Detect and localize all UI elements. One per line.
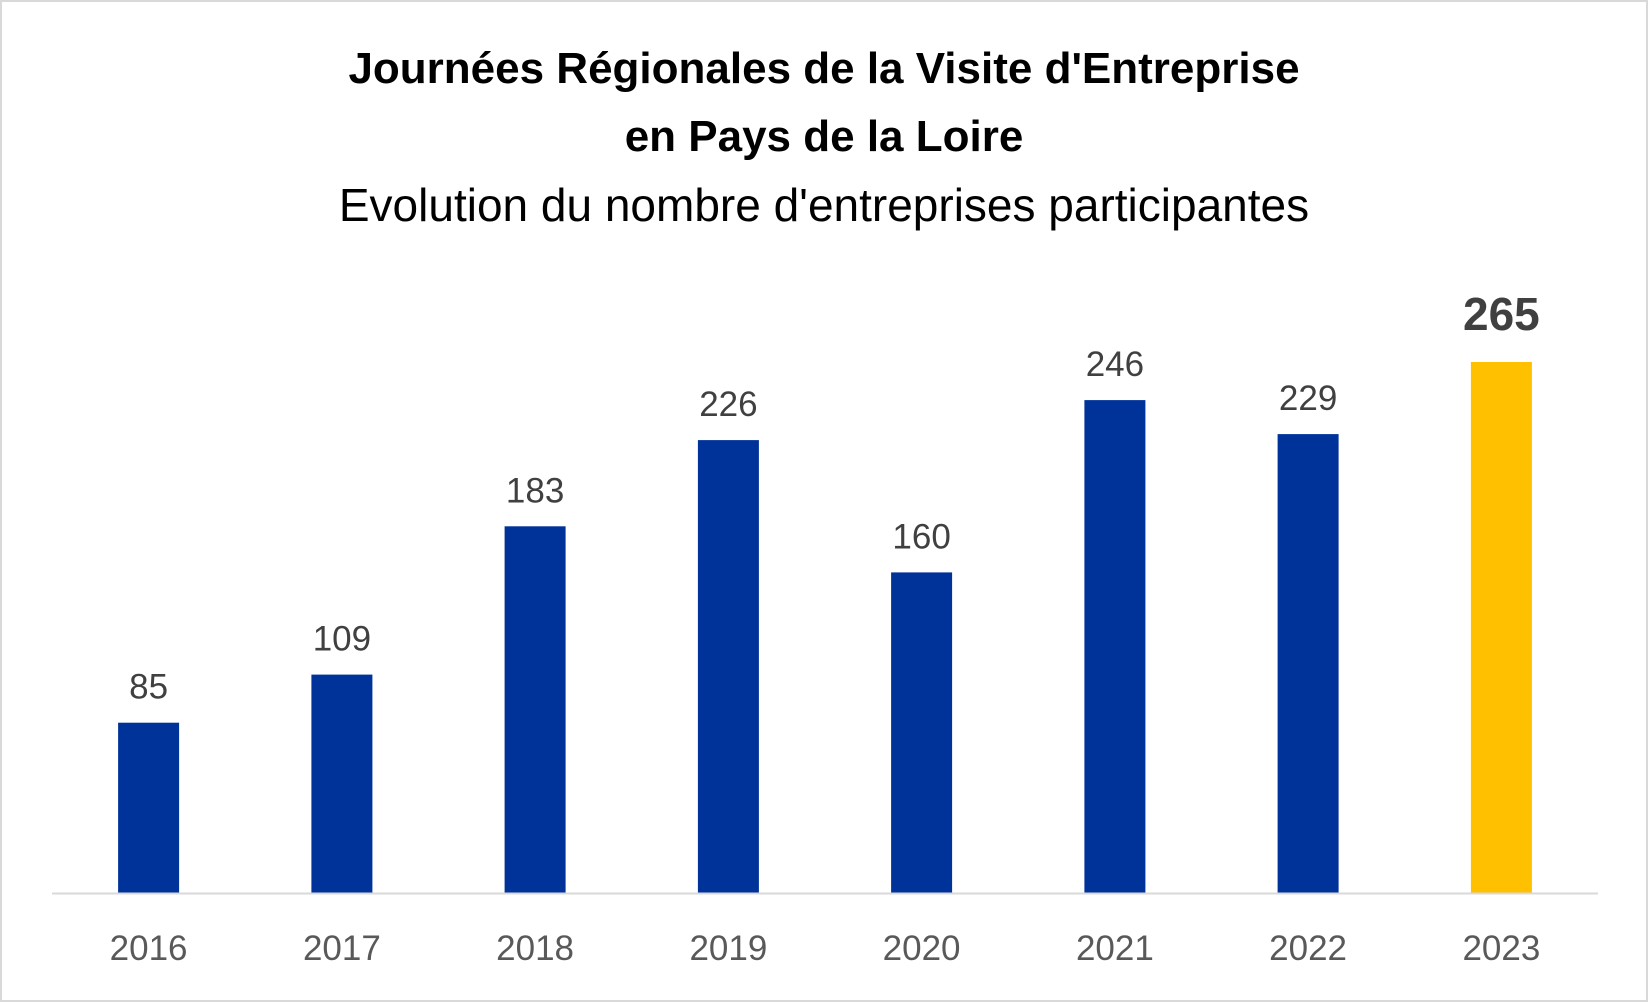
bar-2017 bbox=[311, 674, 373, 893]
x-tick-label-2017: 2017 bbox=[303, 929, 381, 968]
bar-2022 bbox=[1277, 434, 1339, 893]
bar-2018 bbox=[504, 526, 566, 893]
x-tick-label-2022: 2022 bbox=[1269, 929, 1347, 968]
x-tick-label-2020: 2020 bbox=[883, 929, 961, 968]
chart-title: Journées Régionales de la Visite d'Entre… bbox=[348, 44, 1300, 93]
x-tick-label-2018: 2018 bbox=[496, 929, 574, 968]
data-label-2019: 226 bbox=[699, 385, 757, 424]
data-label-2023: 265 bbox=[1463, 288, 1540, 340]
bar-2016 bbox=[118, 722, 180, 893]
x-tick-label-2021: 2021 bbox=[1076, 929, 1154, 968]
data-label-2017: 109 bbox=[313, 620, 371, 659]
data-label-2016: 85 bbox=[129, 668, 168, 707]
bar-2021 bbox=[1084, 400, 1146, 893]
bar-2020 bbox=[891, 572, 953, 893]
data-label-2021: 246 bbox=[1086, 345, 1144, 384]
bar-2023 bbox=[1470, 362, 1532, 893]
data-label-2020: 160 bbox=[892, 517, 950, 556]
x-tick-label-2023: 2023 bbox=[1462, 929, 1540, 968]
chart-title-line2: en Pays de la Loire bbox=[624, 112, 1024, 161]
chart-subtitle: Evolution du nombre d'entreprises partic… bbox=[338, 179, 1310, 231]
x-tick-label-2019: 2019 bbox=[689, 929, 767, 968]
data-label-2022: 229 bbox=[1279, 379, 1337, 418]
x-tick-label-2016: 2016 bbox=[110, 929, 188, 968]
bar-2019 bbox=[697, 440, 759, 893]
data-label-2018: 183 bbox=[506, 471, 564, 510]
